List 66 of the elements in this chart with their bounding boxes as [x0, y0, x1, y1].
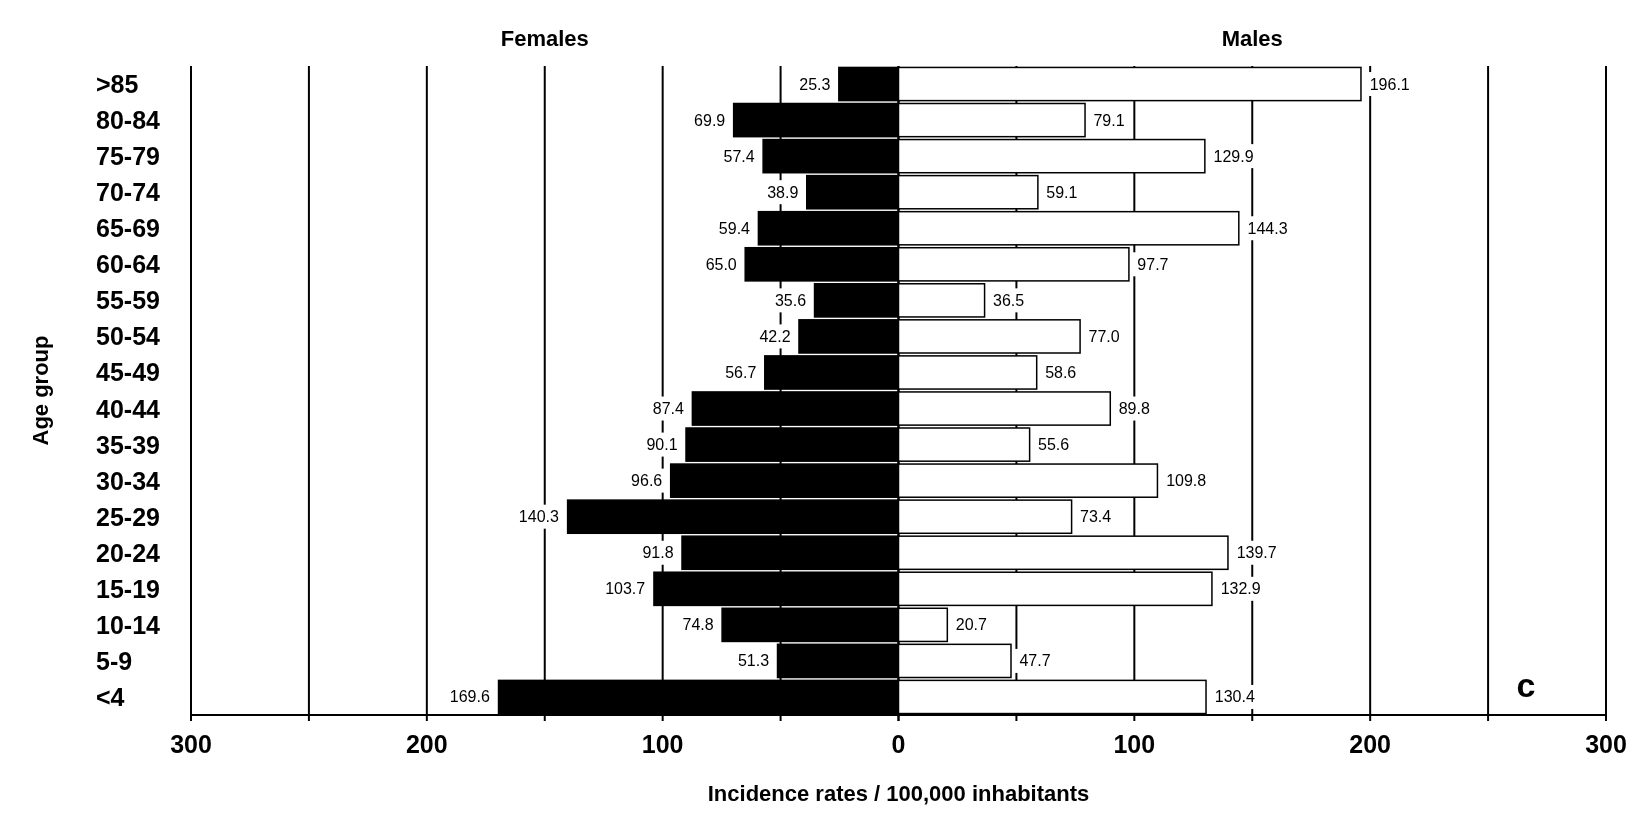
data-label: 58.6 [1045, 363, 1077, 381]
data-label: 74.8 [682, 616, 714, 634]
series-label: Males [1221, 26, 1283, 51]
data-label: 56.7 [725, 363, 757, 381]
data-label: 59.1 [1046, 183, 1078, 201]
text: Females [500, 26, 589, 51]
y-tick-label: 70-74 [96, 178, 161, 207]
x-tick-label: 0 [891, 730, 906, 758]
data-label: 65.0 [705, 255, 737, 273]
x-tick-label: 300 [170, 730, 212, 758]
y-tick-label: 5-9 [96, 646, 133, 675]
x-tick-label: 200 [1349, 730, 1392, 758]
data-label: 96.6 [631, 472, 663, 490]
data-label: 89.8 [1118, 400, 1150, 418]
data-label: 69.9 [694, 111, 726, 129]
y-tick-label: 45-49 [96, 358, 160, 387]
y-tick-label: 10-14 [96, 610, 161, 639]
data-label: 130.4 [1214, 688, 1255, 706]
x-axis-title: Incidence rates / 100,000 inhabitants [707, 781, 1090, 806]
data-label: 73.4 [1080, 508, 1112, 526]
data-label: 132.9 [1220, 580, 1261, 598]
data-label: 90.1 [646, 436, 678, 454]
data-label: 38.9 [767, 183, 799, 201]
data-label: 91.8 [642, 544, 674, 562]
data-label: 139.7 [1236, 544, 1277, 562]
data-label: 20.7 [955, 616, 987, 634]
y-tick-label: 20-24 [96, 538, 161, 567]
data-label: 196.1 [1369, 75, 1410, 93]
x-tick-label: 200 [405, 730, 448, 758]
data-label: 103.7 [605, 580, 646, 598]
y-tick-label: <4 [96, 682, 125, 711]
data-label: 36.5 [993, 291, 1025, 309]
data-label: 87.4 [652, 400, 685, 418]
y-tick-label: 75-79 [96, 142, 160, 171]
data-label: 109.8 [1166, 472, 1207, 490]
x-tick-label: 100 [641, 730, 684, 758]
y-tick-label: 15-19 [96, 574, 160, 603]
data-label: 51.3 [737, 652, 770, 670]
data-label: 97.7 [1137, 255, 1169, 273]
data-label: 55.6 [1038, 436, 1070, 454]
annotation: c [1516, 666, 1536, 704]
data-label: 42.2 [759, 327, 791, 345]
y-tick-label: 80-84 [96, 106, 161, 135]
x-tick-label: 300 [1585, 730, 1627, 758]
y-tick-label: 55-59 [96, 286, 160, 315]
data-label: 25.3 [799, 75, 831, 93]
x-tick-label: 100 [1113, 730, 1156, 758]
y-tick-label: 60-64 [96, 250, 161, 279]
y-tick-label: 35-39 [96, 430, 160, 459]
y-tick-label: 40-44 [96, 394, 161, 423]
data-label: 47.7 [1019, 652, 1051, 670]
data-label: 35.6 [774, 291, 807, 309]
data-label: 144.3 [1247, 219, 1288, 237]
y-tick-label: 65-69 [96, 214, 160, 243]
data-label: 140.3 [518, 508, 559, 526]
data-label: 129.9 [1213, 147, 1254, 165]
data-label: 77.0 [1088, 327, 1120, 345]
data-label: 79.1 [1093, 111, 1125, 129]
y-axis-title: Age group [28, 335, 53, 446]
y-tick-label: 25-29 [96, 502, 160, 531]
data-label: 169.6 [449, 688, 490, 706]
y-tick-label: >85 [96, 70, 139, 99]
data-label: 57.4 [723, 147, 755, 165]
y-tick-label: 50-54 [96, 322, 161, 351]
data-label: 59.4 [718, 219, 751, 237]
y-tick-label: 30-34 [96, 466, 161, 495]
